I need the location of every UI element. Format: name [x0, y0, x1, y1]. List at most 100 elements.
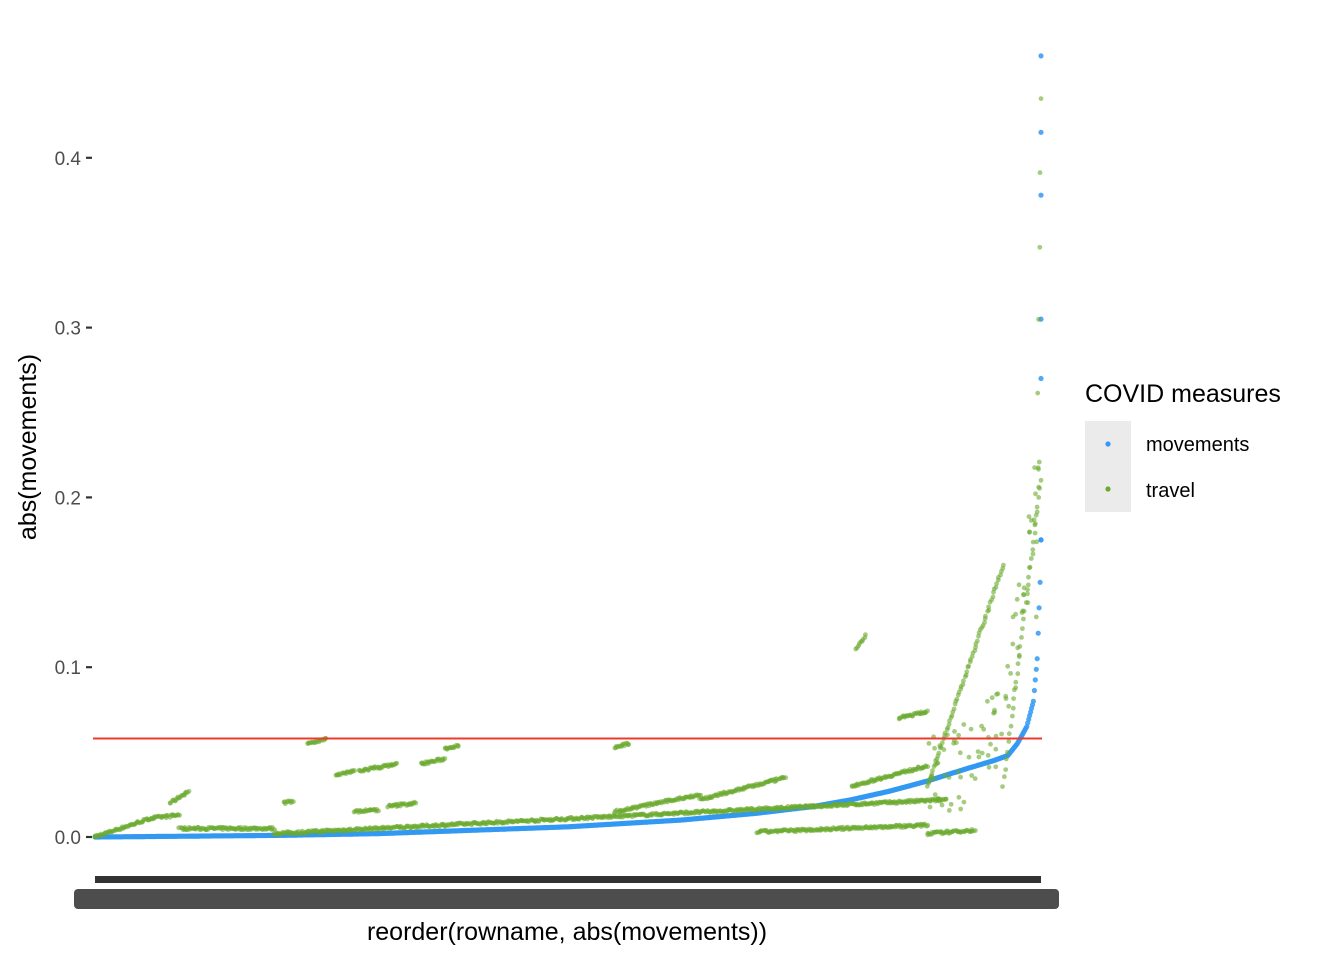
travel-point — [442, 756, 448, 761]
travel-point — [1015, 645, 1021, 651]
travel-point — [942, 772, 948, 778]
travel-point — [376, 808, 381, 814]
travel-point — [937, 743, 943, 748]
legend-key-background — [1085, 421, 1131, 512]
travel-point — [926, 780, 931, 786]
travel-point — [1015, 661, 1021, 667]
travel-point — [994, 581, 999, 587]
travel-point — [1025, 600, 1031, 606]
travel-point — [961, 799, 967, 805]
movements-point — [1033, 666, 1039, 672]
travel-point — [1032, 465, 1037, 470]
travel-point — [969, 773, 975, 778]
travel-point — [941, 747, 947, 752]
travel-point — [926, 741, 932, 746]
travel-point — [960, 682, 966, 687]
travel-point — [954, 696, 960, 702]
travel-point — [999, 731, 1004, 737]
travel-point — [1010, 713, 1015, 719]
travel-point — [1025, 591, 1030, 597]
travel-point — [1020, 626, 1025, 631]
travel-point — [1028, 556, 1034, 561]
travel-point — [1014, 596, 1020, 602]
travel-series — [92, 96, 1044, 840]
travel-point — [1033, 614, 1039, 620]
movements-point — [1038, 192, 1044, 198]
travel-point — [1005, 749, 1010, 755]
movements-point — [1032, 677, 1038, 683]
travel-point — [291, 799, 296, 805]
travel-point — [1021, 592, 1027, 598]
travel-point — [626, 742, 631, 747]
travel-point — [1026, 574, 1031, 580]
travel-point — [993, 584, 999, 590]
y-tick-label: 0.2 — [55, 488, 81, 509]
movements-point — [1038, 537, 1044, 543]
travel-point — [1021, 585, 1027, 591]
travel-point — [455, 744, 461, 749]
travel-point — [968, 726, 974, 732]
travel-point — [951, 740, 957, 746]
travel-point — [961, 722, 967, 727]
travel-point — [946, 775, 952, 780]
travel-point — [929, 773, 934, 779]
travel-point — [945, 732, 950, 738]
travel-point — [946, 808, 952, 813]
y-axis: 0.0 0.1 0.2 0.3 0.4 — [55, 149, 92, 849]
travel-point — [961, 678, 966, 684]
travel-point — [1010, 705, 1016, 711]
travel-point — [863, 632, 868, 637]
travel-point — [1013, 611, 1018, 617]
travel-point — [990, 594, 996, 600]
travel-point — [1015, 671, 1021, 677]
travel-point — [935, 796, 941, 801]
movements-series — [92, 53, 1044, 840]
travel-point — [1036, 466, 1041, 472]
travel-point — [413, 800, 419, 806]
travel-point — [956, 794, 962, 800]
travel-point — [1031, 517, 1037, 523]
travel-point — [986, 764, 992, 770]
travel-point — [1016, 582, 1022, 588]
travel-point — [956, 769, 961, 775]
travel-point — [1036, 459, 1042, 465]
travel-point — [976, 754, 982, 760]
x-axis-title: reorder(rowname, abs(movements)) — [367, 918, 767, 946]
travel-point — [1021, 616, 1026, 622]
travel-point — [1036, 495, 1042, 500]
travel-point — [1033, 491, 1038, 497]
travel-point — [1003, 756, 1009, 762]
movements-point — [1030, 698, 1036, 704]
travel-point — [958, 774, 963, 780]
travel-point — [1030, 551, 1036, 557]
travel-point — [957, 750, 963, 756]
travel-point — [1035, 390, 1041, 396]
travel-point — [1003, 767, 1009, 772]
travel-point — [1034, 539, 1040, 545]
legend-title: COVID measures — [1085, 380, 1281, 408]
travel-point — [1036, 484, 1042, 490]
travel-point — [986, 604, 991, 610]
legend-label-travel: travel — [1146, 480, 1195, 502]
x-tick-marks — [95, 876, 1041, 883]
legend: COVID measures movements travel — [1085, 380, 1281, 512]
travel-point — [983, 613, 988, 619]
travel-point — [979, 750, 985, 756]
travel-point — [972, 776, 978, 781]
travel-point — [932, 792, 938, 797]
movements-point — [1037, 579, 1043, 585]
travel-point — [1000, 784, 1005, 789]
travel-point — [1013, 685, 1019, 690]
travel-point — [946, 721, 952, 727]
travel-point — [1034, 509, 1040, 515]
travel-point — [1020, 608, 1026, 614]
travel-point — [932, 745, 937, 751]
travel-point — [1008, 671, 1013, 676]
travel-point — [394, 760, 400, 766]
travel-point — [1010, 641, 1016, 647]
travel-point — [783, 775, 789, 781]
travel-point — [1003, 693, 1009, 699]
travel-point — [975, 749, 981, 754]
plot-area — [92, 53, 1044, 840]
